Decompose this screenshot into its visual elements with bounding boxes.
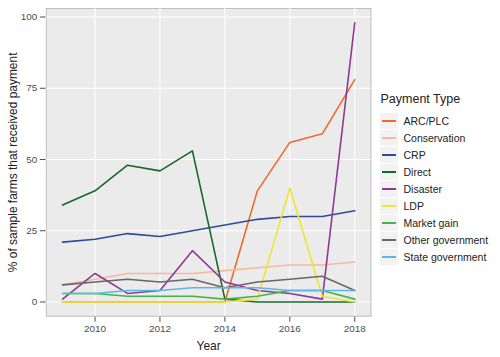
html-text:Other government: Other government	[403, 233, 489, 246]
svg-text:Year: Year	[197, 339, 221, 353]
html-text:Payment Type: Payment Type	[380, 92, 461, 106]
svg-text:75: 75	[26, 82, 38, 93]
html-text:Market gain: Market gain	[403, 216, 459, 229]
html-text:Disaster: Disaster	[403, 182, 442, 195]
svg-text:% of sample farms that receive: % of sample farms that received payment	[6, 52, 20, 272]
html-text:ARC/PLC: ARC/PLC	[403, 114, 449, 127]
svg-text:2016: 2016	[279, 323, 302, 334]
html-text:State government: State government	[403, 250, 487, 263]
html-text:Direct: Direct	[403, 165, 431, 178]
html-text:LDP: LDP	[403, 199, 424, 212]
svg-text:2010: 2010	[84, 323, 107, 334]
svg-text:0: 0	[32, 296, 38, 307]
svg-text:25: 25	[26, 225, 38, 236]
svg-text:50: 50	[26, 154, 38, 165]
svg-text:100: 100	[21, 11, 38, 22]
html-text:Conservation: Conservation	[403, 131, 466, 144]
svg-text:2012: 2012	[149, 323, 172, 334]
html-text:CRP: CRP	[403, 148, 426, 161]
svg-text:2018: 2018	[344, 323, 367, 334]
svg-text:2014: 2014	[214, 323, 237, 334]
